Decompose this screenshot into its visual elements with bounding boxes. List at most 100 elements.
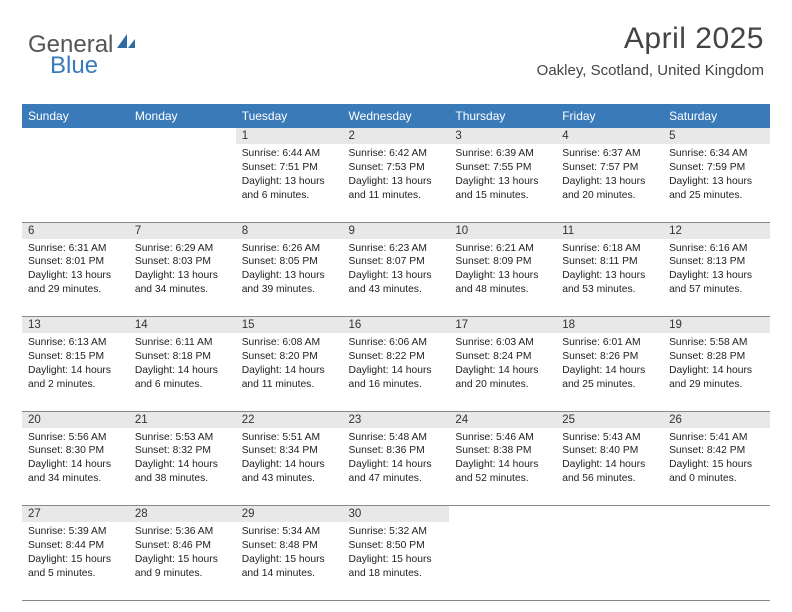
sunset-text: Sunset: 8:03 PM bbox=[135, 255, 230, 269]
day-cell: Sunrise: 6:23 AMSunset: 8:07 PMDaylight:… bbox=[343, 239, 450, 317]
day-number-cell: 4 bbox=[556, 128, 663, 144]
daylight-text: Daylight: 14 hours and 52 minutes. bbox=[455, 458, 550, 486]
day-header: Saturday bbox=[663, 104, 770, 128]
daylight-text: Daylight: 13 hours and 48 minutes. bbox=[455, 269, 550, 297]
day-cell: Sunrise: 5:36 AMSunset: 8:46 PMDaylight:… bbox=[129, 522, 236, 600]
day-cell: Sunrise: 5:56 AMSunset: 8:30 PMDaylight:… bbox=[22, 428, 129, 506]
day-cell bbox=[556, 522, 663, 600]
sunset-text: Sunset: 8:01 PM bbox=[28, 255, 123, 269]
sunset-text: Sunset: 8:09 PM bbox=[455, 255, 550, 269]
page-subtitle: Oakley, Scotland, United Kingdom bbox=[537, 62, 764, 79]
day-number-cell: 15 bbox=[236, 317, 343, 334]
day-cell: Sunrise: 6:37 AMSunset: 7:57 PMDaylight:… bbox=[556, 144, 663, 222]
sunrise-text: Sunrise: 6:44 AM bbox=[242, 147, 337, 161]
day-number-cell: 10 bbox=[449, 222, 556, 239]
sunrise-text: Sunrise: 6:16 AM bbox=[669, 242, 764, 256]
daylight-text: Daylight: 14 hours and 34 minutes. bbox=[28, 458, 123, 486]
sunrise-text: Sunrise: 5:41 AM bbox=[669, 431, 764, 445]
day-number-cell bbox=[449, 506, 556, 523]
sunset-text: Sunset: 8:46 PM bbox=[135, 539, 230, 553]
daylight-text: Daylight: 14 hours and 29 minutes. bbox=[669, 364, 764, 392]
day-number-row: 13141516171819 bbox=[22, 317, 770, 334]
day-cell: Sunrise: 6:03 AMSunset: 8:24 PMDaylight:… bbox=[449, 333, 556, 411]
day-details: Sunrise: 5:41 AMSunset: 8:42 PMDaylight:… bbox=[663, 428, 770, 493]
day-header: Wednesday bbox=[343, 104, 450, 128]
daylight-text: Daylight: 15 hours and 9 minutes. bbox=[135, 553, 230, 581]
day-number-cell: 25 bbox=[556, 411, 663, 428]
day-number-cell: 3 bbox=[449, 128, 556, 144]
day-number-cell: 7 bbox=[129, 222, 236, 239]
day-cell: Sunrise: 6:11 AMSunset: 8:18 PMDaylight:… bbox=[129, 333, 236, 411]
day-cell bbox=[22, 144, 129, 222]
sunset-text: Sunset: 8:18 PM bbox=[135, 350, 230, 364]
daylight-text: Daylight: 14 hours and 47 minutes. bbox=[349, 458, 444, 486]
day-details: Sunrise: 5:53 AMSunset: 8:32 PMDaylight:… bbox=[129, 428, 236, 493]
day-cell: Sunrise: 6:31 AMSunset: 8:01 PMDaylight:… bbox=[22, 239, 129, 317]
day-details: Sunrise: 6:01 AMSunset: 8:26 PMDaylight:… bbox=[556, 333, 663, 398]
day-number-cell: 23 bbox=[343, 411, 450, 428]
sunset-text: Sunset: 8:44 PM bbox=[28, 539, 123, 553]
daylight-text: Daylight: 14 hours and 38 minutes. bbox=[135, 458, 230, 486]
daylight-text: Daylight: 13 hours and 29 minutes. bbox=[28, 269, 123, 297]
day-number-row: 12345 bbox=[22, 128, 770, 144]
day-cell: Sunrise: 5:48 AMSunset: 8:36 PMDaylight:… bbox=[343, 428, 450, 506]
logo-sail-icon bbox=[116, 28, 136, 56]
day-details: Sunrise: 5:39 AMSunset: 8:44 PMDaylight:… bbox=[22, 522, 129, 587]
sunrise-text: Sunrise: 6:23 AM bbox=[349, 242, 444, 256]
day-number-cell: 11 bbox=[556, 222, 663, 239]
sunset-text: Sunset: 8:40 PM bbox=[562, 444, 657, 458]
sunrise-text: Sunrise: 5:36 AM bbox=[135, 525, 230, 539]
day-number-cell: 30 bbox=[343, 506, 450, 523]
day-details: Sunrise: 5:32 AMSunset: 8:50 PMDaylight:… bbox=[343, 522, 450, 587]
daylight-text: Daylight: 13 hours and 25 minutes. bbox=[669, 175, 764, 203]
day-number-cell bbox=[129, 128, 236, 144]
day-details: Sunrise: 6:26 AMSunset: 8:05 PMDaylight:… bbox=[236, 239, 343, 304]
day-header-row: Sunday Monday Tuesday Wednesday Thursday… bbox=[22, 104, 770, 128]
day-number-cell: 13 bbox=[22, 317, 129, 334]
daylight-text: Daylight: 15 hours and 14 minutes. bbox=[242, 553, 337, 581]
day-cell: Sunrise: 5:34 AMSunset: 8:48 PMDaylight:… bbox=[236, 522, 343, 600]
sunset-text: Sunset: 8:32 PM bbox=[135, 444, 230, 458]
day-cell: Sunrise: 5:32 AMSunset: 8:50 PMDaylight:… bbox=[343, 522, 450, 600]
day-number-cell: 6 bbox=[22, 222, 129, 239]
sunrise-text: Sunrise: 5:48 AM bbox=[349, 431, 444, 445]
day-number-cell: 5 bbox=[663, 128, 770, 144]
sunset-text: Sunset: 8:34 PM bbox=[242, 444, 337, 458]
day-cell: Sunrise: 5:46 AMSunset: 8:38 PMDaylight:… bbox=[449, 428, 556, 506]
daylight-text: Daylight: 15 hours and 0 minutes. bbox=[669, 458, 764, 486]
day-header: Monday bbox=[129, 104, 236, 128]
daylight-text: Daylight: 13 hours and 34 minutes. bbox=[135, 269, 230, 297]
daylight-text: Daylight: 14 hours and 16 minutes. bbox=[349, 364, 444, 392]
sunset-text: Sunset: 8:38 PM bbox=[455, 444, 550, 458]
daylight-text: Daylight: 14 hours and 56 minutes. bbox=[562, 458, 657, 486]
day-header: Friday bbox=[556, 104, 663, 128]
day-number-cell: 27 bbox=[22, 506, 129, 523]
day-cell: Sunrise: 5:41 AMSunset: 8:42 PMDaylight:… bbox=[663, 428, 770, 506]
day-details: Sunrise: 5:51 AMSunset: 8:34 PMDaylight:… bbox=[236, 428, 343, 493]
day-cell: Sunrise: 6:08 AMSunset: 8:20 PMDaylight:… bbox=[236, 333, 343, 411]
sunset-text: Sunset: 7:57 PM bbox=[562, 161, 657, 175]
day-number-cell bbox=[22, 128, 129, 144]
day-cell: Sunrise: 6:26 AMSunset: 8:05 PMDaylight:… bbox=[236, 239, 343, 317]
day-content-row: Sunrise: 5:56 AMSunset: 8:30 PMDaylight:… bbox=[22, 428, 770, 506]
sunrise-text: Sunrise: 5:43 AM bbox=[562, 431, 657, 445]
day-content-row: Sunrise: 6:44 AMSunset: 7:51 PMDaylight:… bbox=[22, 144, 770, 222]
day-cell: Sunrise: 6:18 AMSunset: 8:11 PMDaylight:… bbox=[556, 239, 663, 317]
sunset-text: Sunset: 8:15 PM bbox=[28, 350, 123, 364]
day-header: Sunday bbox=[22, 104, 129, 128]
day-details: Sunrise: 6:39 AMSunset: 7:55 PMDaylight:… bbox=[449, 144, 556, 209]
day-cell: Sunrise: 6:42 AMSunset: 7:53 PMDaylight:… bbox=[343, 144, 450, 222]
sunrise-text: Sunrise: 5:46 AM bbox=[455, 431, 550, 445]
sunset-text: Sunset: 7:59 PM bbox=[669, 161, 764, 175]
day-cell: Sunrise: 6:13 AMSunset: 8:15 PMDaylight:… bbox=[22, 333, 129, 411]
day-cell: Sunrise: 6:16 AMSunset: 8:13 PMDaylight:… bbox=[663, 239, 770, 317]
logo-text-2: Blue bbox=[50, 52, 98, 80]
sunset-text: Sunset: 8:28 PM bbox=[669, 350, 764, 364]
daylight-text: Daylight: 14 hours and 20 minutes. bbox=[455, 364, 550, 392]
daylight-text: Daylight: 13 hours and 43 minutes. bbox=[349, 269, 444, 297]
day-number-cell: 17 bbox=[449, 317, 556, 334]
day-cell: Sunrise: 6:39 AMSunset: 7:55 PMDaylight:… bbox=[449, 144, 556, 222]
day-number-cell: 19 bbox=[663, 317, 770, 334]
sunrise-text: Sunrise: 6:13 AM bbox=[28, 336, 123, 350]
calendar-table: Sunday Monday Tuesday Wednesday Thursday… bbox=[22, 104, 770, 601]
